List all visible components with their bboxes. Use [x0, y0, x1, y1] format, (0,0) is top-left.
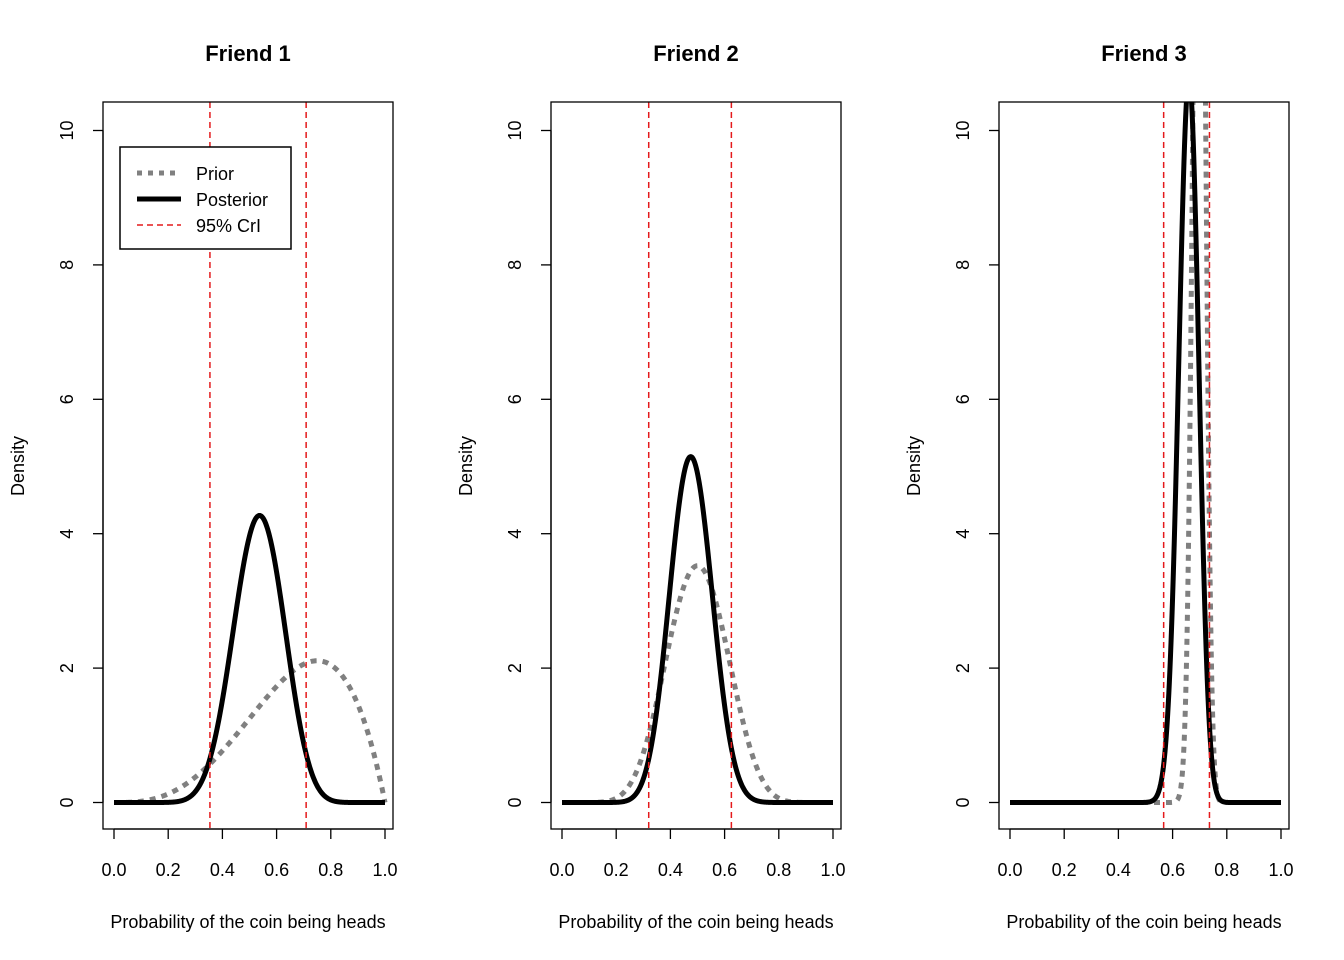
x-tick-label: 0.6 [712, 860, 737, 880]
plot-frame [998, 101, 1290, 830]
x-axis-label: Probability of the coin being heads [110, 912, 385, 932]
panel-title: Friend 3 [1101, 41, 1187, 66]
y-axis: 0 2 4 6 8 10 [953, 120, 1000, 808]
x-tick-label: 0.8 [766, 860, 791, 880]
y-tick-label: 8 [953, 260, 973, 270]
panel-friend-3: Friend 3 Density Probability of the coin… [904, 41, 1294, 932]
prior-curve [560, 563, 835, 805]
panel-title: Friend 2 [653, 41, 739, 66]
x-axis: 0.0 0.2 0.4 0.6 0.8 1.0 [549, 828, 846, 880]
y-tick-label: 4 [505, 529, 525, 539]
y-tick-label: 8 [57, 260, 77, 270]
legend-label-posterior: Posterior [196, 190, 268, 210]
prior-curve [112, 658, 388, 805]
y-tick-label: 4 [953, 529, 973, 539]
x-tick-label: 0.6 [264, 860, 289, 880]
y-tick-label: 0 [57, 797, 77, 807]
x-tick-label: 0.4 [658, 860, 683, 880]
y-tick-label: 10 [953, 120, 973, 140]
panel-friend-2: Friend 2 Density Probability of the coin… [456, 41, 846, 932]
x-tick-label: 0.4 [1106, 860, 1131, 880]
x-tick-label: 0.6 [1160, 860, 1185, 880]
x-tick-label: 0.2 [156, 860, 181, 880]
x-axis-label: Probability of the coin being heads [558, 912, 833, 932]
x-tick-label: 0.0 [997, 860, 1022, 880]
panel-friend-1: Friend 1 Density Probability of the coin… [8, 41, 398, 932]
y-tick-label: 0 [505, 797, 525, 807]
x-tick-label: 0.8 [1214, 860, 1239, 880]
legend-label-prior: Prior [196, 164, 234, 184]
x-tick-label: 0.0 [549, 860, 574, 880]
y-axis-label: Density [8, 436, 28, 496]
y-tick-label: 2 [57, 663, 77, 673]
x-tick-label: 1.0 [372, 860, 397, 880]
x-axis: 0.0 0.2 0.4 0.6 0.8 1.0 [101, 828, 398, 880]
y-axis-label: Density [456, 436, 476, 496]
plot-marks: 0.0 0.2 0.4 0.6 0.8 1.0 0 2 4 6 8 10 [505, 101, 846, 880]
x-tick-label: 0.0 [101, 860, 126, 880]
posterior-curve [560, 454, 835, 805]
y-axis: 0 2 4 6 8 10 [57, 120, 104, 808]
y-tick-label: 6 [505, 394, 525, 404]
y-tick-label: 0 [953, 797, 973, 807]
plot-frame [550, 101, 842, 830]
prior-curve [1008, 102, 1283, 805]
y-tick-label: 6 [953, 394, 973, 404]
x-tick-label: 1.0 [820, 860, 845, 880]
plot-marks: 0.0 0.2 0.4 0.6 0.8 1.0 0 2 4 6 8 10 [953, 101, 1294, 880]
y-tick-label: 10 [57, 120, 77, 140]
x-tick-label: 1.0 [1268, 860, 1293, 880]
x-tick-label: 0.8 [318, 860, 343, 880]
y-tick-label: 8 [505, 260, 525, 270]
y-tick-label: 10 [505, 120, 525, 140]
plot-frame [102, 101, 394, 830]
y-tick-label: 2 [953, 663, 973, 673]
x-axis-label: Probability of the coin being heads [1006, 912, 1281, 932]
posterior-curve [112, 512, 387, 805]
y-axis: 0 2 4 6 8 10 [505, 120, 552, 808]
y-tick-label: 4 [57, 529, 77, 539]
x-tick-label: 0.2 [1052, 860, 1077, 880]
y-tick-label: 6 [57, 394, 77, 404]
legend: Prior Posterior 95% CrI [119, 146, 292, 250]
panel-title: Friend 1 [205, 41, 291, 66]
y-tick-label: 2 [505, 663, 525, 673]
plot-marks: 0.0 0.2 0.4 0.6 0.8 1.0 0 2 4 6 8 10 [57, 101, 398, 880]
x-tick-label: 0.4 [210, 860, 235, 880]
y-axis-label: Density [904, 436, 924, 496]
x-tick-label: 0.2 [604, 860, 629, 880]
x-axis: 0.0 0.2 0.4 0.6 0.8 1.0 [997, 828, 1294, 880]
posterior-curve [1008, 102, 1283, 805]
legend-label-credible-interval: 95% CrI [196, 216, 261, 236]
